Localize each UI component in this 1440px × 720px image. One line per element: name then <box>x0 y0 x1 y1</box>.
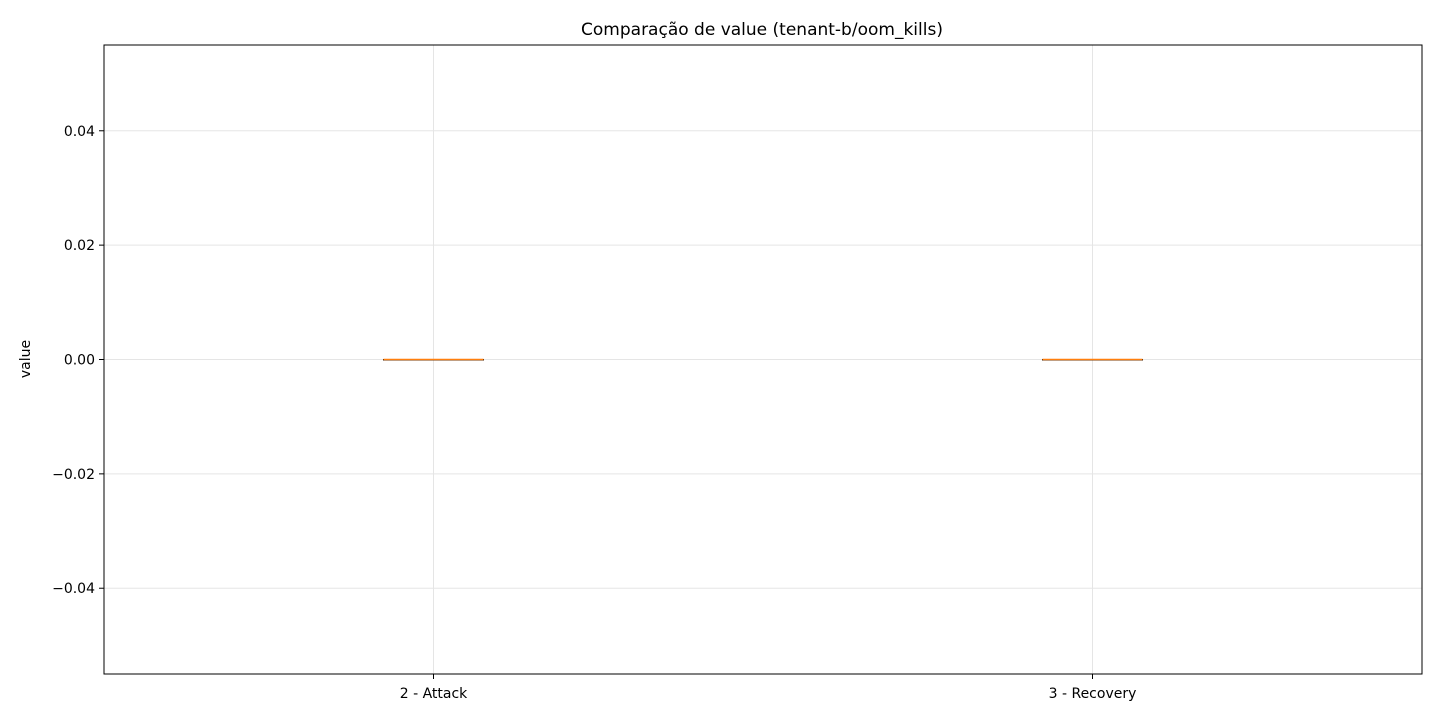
y-tick-label: 0.00 <box>64 353 95 369</box>
y-tick-label: −0.02 <box>52 467 95 483</box>
x-axis: 2 - Attack 3 - Recovery <box>400 674 1137 702</box>
y-axis: −0.04 −0.02 0.00 0.02 0.04 <box>52 124 104 597</box>
y-tick-label: 0.02 <box>64 238 95 254</box>
y-tick-label: −0.04 <box>52 581 95 597</box>
box-1 <box>383 358 484 361</box>
grid <box>104 45 1422 674</box>
chart-title: Comparação de value (tenant-b/oom_kills) <box>581 20 943 40</box>
x-tick-label: 3 - Recovery <box>1049 686 1137 702</box>
y-axis-title: value <box>18 340 34 378</box>
box-2 <box>1042 358 1143 361</box>
y-tick-label: 0.04 <box>64 124 95 140</box>
x-tick-label: 2 - Attack <box>400 686 468 702</box>
boxes <box>383 358 1143 361</box>
